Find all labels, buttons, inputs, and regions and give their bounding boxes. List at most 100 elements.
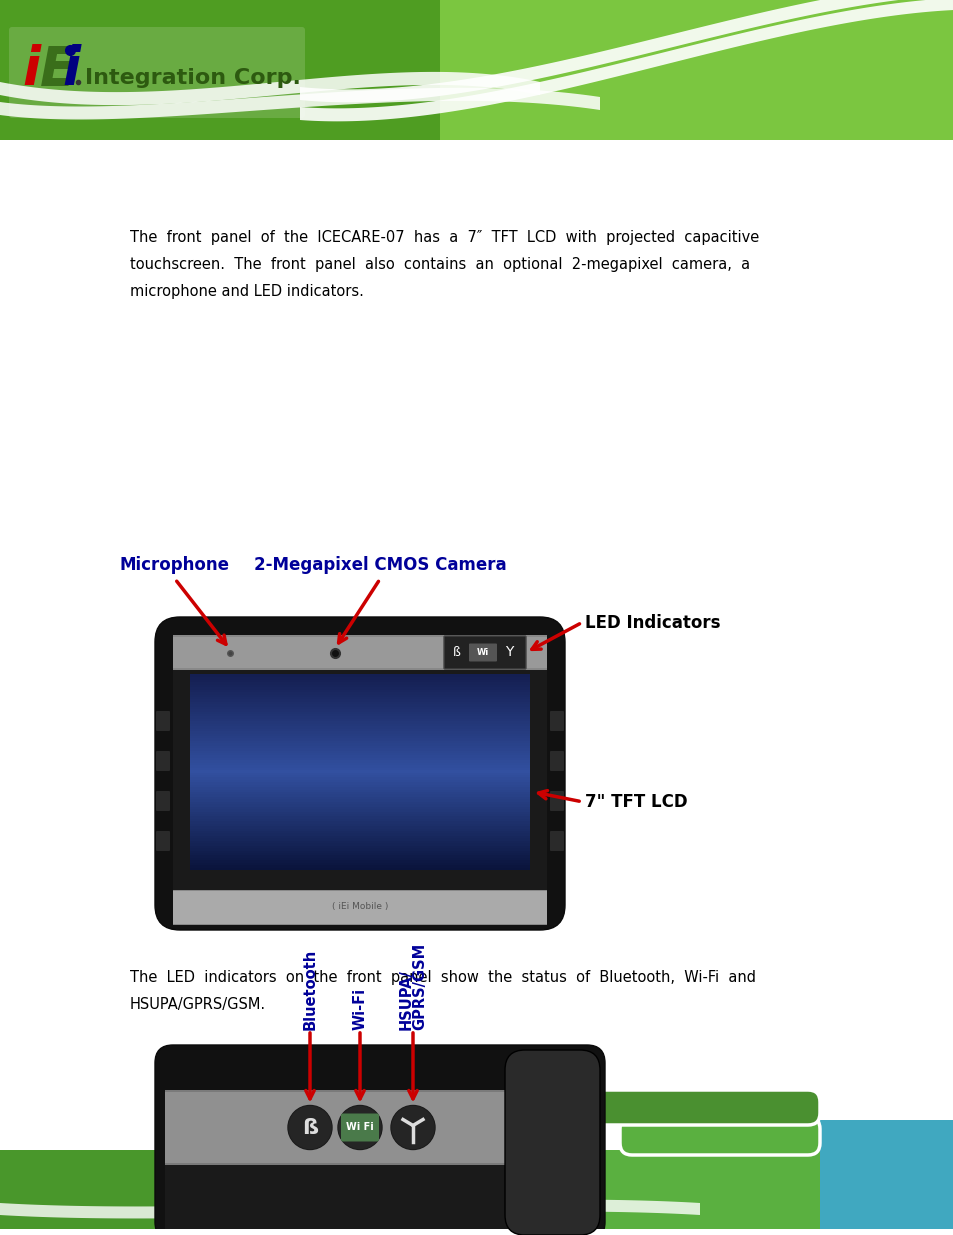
Bar [190, 860, 530, 863]
Bar [190, 815, 530, 819]
FancyBboxPatch shape [469, 643, 497, 662]
Text: ß: ß [301, 1118, 317, 1137]
Bar [165, 1091, 595, 1165]
Bar [190, 713, 530, 716]
Bar [190, 679, 530, 682]
FancyBboxPatch shape [550, 831, 563, 851]
FancyBboxPatch shape [340, 1114, 378, 1141]
Bar [190, 769, 530, 773]
Text: i: i [22, 44, 40, 96]
Bar [190, 808, 530, 811]
Text: LED Indicators: LED Indicators [584, 614, 720, 631]
Circle shape [289, 1107, 331, 1149]
Bar [190, 752, 530, 756]
Bar [190, 715, 530, 719]
Bar [190, 708, 530, 711]
Bar [0, 0, 953, 140]
Bar [190, 742, 530, 746]
Bar [190, 745, 530, 748]
Text: 2-Megapixel CMOS Camera: 2-Megapixel CMOS Camera [253, 556, 506, 574]
Bar [190, 823, 530, 826]
Bar [190, 697, 530, 699]
FancyBboxPatch shape [156, 831, 170, 851]
Polygon shape [299, 0, 953, 121]
Bar [190, 810, 530, 814]
Polygon shape [0, 1199, 700, 1219]
FancyBboxPatch shape [550, 790, 563, 811]
Bar [190, 730, 530, 734]
Bar [190, 847, 530, 851]
FancyBboxPatch shape [504, 1050, 599, 1235]
Text: Bluetooth: Bluetooth [302, 948, 317, 1030]
Bar [190, 818, 530, 821]
Polygon shape [0, 72, 539, 105]
Bar [190, 747, 530, 751]
Bar [190, 732, 530, 736]
Text: Wi Fi: Wi Fi [346, 1123, 374, 1132]
Bar [0, 1150, 953, 1229]
Bar [190, 795, 530, 799]
Bar [165, 1092, 595, 1163]
Text: ( iEi Mobile ): ( iEi Mobile ) [332, 903, 388, 911]
Bar [190, 760, 530, 763]
Bar [190, 774, 530, 777]
Text: Integration Corp.: Integration Corp. [85, 68, 300, 88]
Bar [190, 689, 530, 692]
Bar [190, 840, 530, 844]
Bar [190, 674, 530, 678]
Bar [190, 789, 530, 792]
Bar [190, 832, 530, 836]
Bar [165, 1165, 595, 1235]
Bar [190, 845, 530, 848]
FancyBboxPatch shape [619, 1116, 820, 1155]
Bar [190, 677, 530, 680]
Bar [190, 864, 530, 867]
Bar [190, 725, 530, 729]
Text: GPRS/GSM: GPRS/GSM [412, 942, 427, 1030]
Bar [190, 813, 530, 816]
Bar [190, 684, 530, 687]
Bar [190, 705, 530, 709]
Text: Microphone: Microphone [120, 556, 230, 574]
Bar [190, 867, 530, 869]
Text: The  front  panel  of  the  ICECARE-07  has  a  7″  TFT  LCD  with  projected  c: The front panel of the ICECARE-07 has a … [130, 230, 759, 245]
Text: 7" TFT LCD: 7" TFT LCD [584, 793, 687, 810]
Bar [190, 782, 530, 784]
Polygon shape [0, 88, 599, 120]
Circle shape [288, 1105, 332, 1150]
Bar [172, 890, 546, 925]
Bar [190, 687, 530, 689]
Bar [190, 750, 530, 753]
FancyBboxPatch shape [156, 790, 170, 811]
Bar [190, 710, 530, 714]
Bar [190, 827, 530, 831]
Text: microphone and LED indicators.: microphone and LED indicators. [130, 284, 363, 299]
Bar [172, 890, 546, 924]
Bar [190, 692, 530, 694]
Bar [190, 825, 530, 829]
Bar [172, 671, 546, 890]
Bar [190, 852, 530, 856]
Bar [190, 857, 530, 861]
FancyBboxPatch shape [156, 751, 170, 771]
Bar [190, 830, 530, 834]
Bar [190, 805, 530, 809]
FancyBboxPatch shape [154, 1045, 604, 1235]
Circle shape [392, 1107, 434, 1149]
Bar [190, 720, 530, 724]
Bar [172, 637, 546, 668]
Bar [190, 803, 530, 806]
Bar [0, 1150, 399, 1229]
Bar [190, 755, 530, 758]
Bar [190, 790, 530, 794]
Bar [190, 820, 530, 824]
Bar [190, 777, 530, 779]
Bar [172, 635, 546, 671]
Bar [439, 0, 953, 140]
FancyBboxPatch shape [443, 636, 525, 669]
FancyBboxPatch shape [589, 1091, 820, 1125]
Text: The  LED  indicators  on  the  front  panel  show  the  status  of  Bluetooth,  : The LED indicators on the front panel sh… [130, 969, 755, 986]
Text: E: E [40, 44, 76, 96]
Bar [190, 740, 530, 743]
Bar [190, 779, 530, 782]
